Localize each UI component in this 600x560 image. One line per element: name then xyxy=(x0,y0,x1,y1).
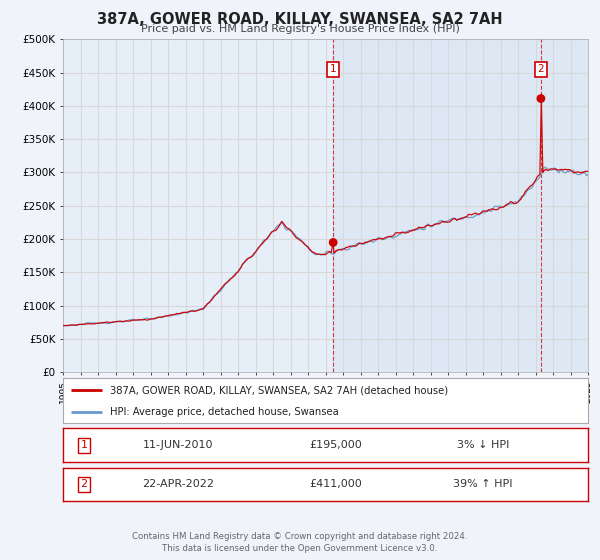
Text: 22-APR-2022: 22-APR-2022 xyxy=(143,479,215,489)
Text: £195,000: £195,000 xyxy=(310,440,362,450)
Text: 2: 2 xyxy=(80,479,88,489)
Text: 39% ↑ HPI: 39% ↑ HPI xyxy=(453,479,513,489)
Text: Price paid vs. HM Land Registry's House Price Index (HPI): Price paid vs. HM Land Registry's House … xyxy=(140,24,460,34)
Text: £411,000: £411,000 xyxy=(310,479,362,489)
Text: 2: 2 xyxy=(538,64,544,74)
Text: 1: 1 xyxy=(330,64,337,74)
Text: 1: 1 xyxy=(80,440,88,450)
Point xyxy=(536,94,546,103)
Text: 387A, GOWER ROAD, KILLAY, SWANSEA, SA2 7AH: 387A, GOWER ROAD, KILLAY, SWANSEA, SA2 7… xyxy=(97,12,503,27)
Text: HPI: Average price, detached house, Swansea: HPI: Average price, detached house, Swan… xyxy=(110,407,339,417)
Text: 11-JUN-2010: 11-JUN-2010 xyxy=(143,440,214,450)
Text: 3% ↓ HPI: 3% ↓ HPI xyxy=(457,440,509,450)
Bar xyxy=(333,39,588,372)
Point xyxy=(328,238,338,247)
Text: 387A, GOWER ROAD, KILLAY, SWANSEA, SA2 7AH (detached house): 387A, GOWER ROAD, KILLAY, SWANSEA, SA2 7… xyxy=(110,385,448,395)
Text: Contains HM Land Registry data © Crown copyright and database right 2024.
This d: Contains HM Land Registry data © Crown c… xyxy=(132,532,468,553)
